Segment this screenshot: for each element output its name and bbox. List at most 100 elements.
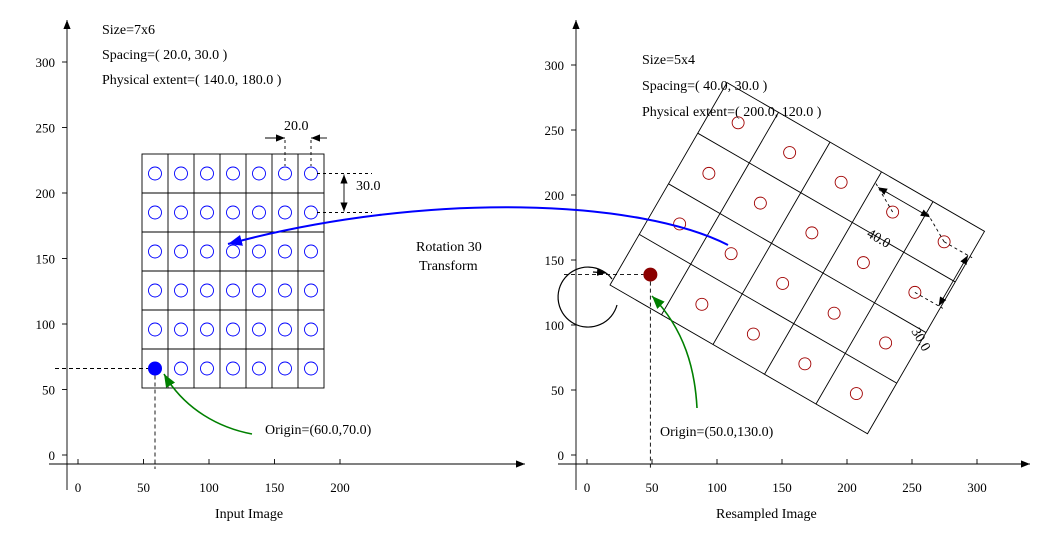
resampled-pixel-center <box>731 116 745 130</box>
resampled-pixel-center <box>849 387 863 401</box>
input-pixel-center <box>226 244 240 259</box>
resampled-pixel-center <box>673 217 687 231</box>
input-pixel-center <box>304 244 318 259</box>
input-dim-y-label: 30.0 <box>356 179 381 194</box>
input-pixel-center <box>304 361 318 376</box>
resampled-pixel-center <box>856 256 870 270</box>
transform-label-line1: Rotation 30 <box>416 240 482 255</box>
input-pixel-center <box>200 166 214 181</box>
input-x-tick-label-3: 150 <box>265 480 285 495</box>
resampled-dim-x-label: 40.0 <box>864 226 893 251</box>
input-pixel-center <box>148 283 162 298</box>
resampled-size-label: Size=5x4 <box>642 53 695 68</box>
input-image-guides <box>55 134 372 469</box>
input-pixel-center <box>304 166 318 181</box>
input-origin-label: Origin=(60.0,70.0) <box>265 423 372 438</box>
resampled-y-tick-label-2: 100 <box>545 318 565 333</box>
resampled-pixel-center <box>783 146 797 159</box>
resampled-dim-x-arrow-1 <box>877 186 905 203</box>
resampled-y-tick-label-3: 150 <box>545 253 565 268</box>
resampled-origin-point <box>643 267 658 282</box>
input-y-tick-label-6: 300 <box>36 55 56 70</box>
input-pixel-center <box>304 283 318 298</box>
input-pixel-center <box>304 322 318 337</box>
resampled-pixel-center <box>695 297 709 311</box>
input-x-tick-label-4: 200 <box>330 480 350 495</box>
input-x-tick-label-1: 50 <box>137 480 150 495</box>
input-pixel-center <box>278 361 292 376</box>
input-pixel-center <box>174 361 188 376</box>
resampled-origin-label: Origin=(50.0,130.0) <box>660 425 774 440</box>
resampled-pixel-center <box>805 226 819 240</box>
resampled-pixel-center <box>879 336 893 350</box>
input-y-tick-label-5: 250 <box>36 121 56 136</box>
input-y-tick-label-3: 150 <box>36 252 56 267</box>
input-pixel-center <box>278 166 292 181</box>
input-image-axes <box>49 20 525 490</box>
resampled-dim-y-label: 30.0 <box>908 326 933 355</box>
resampled-image-axes <box>558 20 1030 490</box>
input-pixel-center <box>174 166 188 181</box>
input-spacing-label: Spacing=( 20.0, 30.0 ) <box>102 48 228 63</box>
input-y-tick-label-2: 100 <box>36 317 56 332</box>
resampled-pixel-center <box>724 247 738 261</box>
resampled-extent-label: Physical extent=( 200.0, 120.0 ) <box>642 105 822 120</box>
input-pixel-center <box>278 205 292 220</box>
input-origin-point <box>148 361 162 376</box>
rotation-direction-arc <box>557 266 618 328</box>
input-pixel-center <box>148 244 162 259</box>
input-pixel-center <box>252 322 266 337</box>
resampled-grid-row-line-2 <box>668 183 927 333</box>
resampled-origin-arrow <box>651 295 698 409</box>
input-pixel-center <box>278 322 292 337</box>
input-pixel-center <box>226 205 240 220</box>
resampled-y-tick-label-0: 0 <box>558 448 565 463</box>
input-pixel-center <box>278 283 292 298</box>
resampled-image-grid <box>609 81 986 435</box>
input-pixel-center <box>252 244 266 259</box>
resampled-image-panel: 0 50 100 150 200 250 300 0 50 100 150 200 250 300 Siz… <box>545 20 1030 522</box>
input-pixel-center <box>252 205 266 220</box>
input-pixel-center <box>174 205 188 220</box>
resampled-dim-y-ext-2 <box>914 291 944 309</box>
input-pixel-center <box>174 283 188 298</box>
input-origin-arrow <box>163 373 253 435</box>
input-x-tick-label-2: 100 <box>199 480 219 495</box>
resampled-dim-x-arrow-2 <box>903 201 930 218</box>
resampled-pixel-center <box>827 306 841 320</box>
resampled-dim-y-ext-1 <box>943 241 973 259</box>
input-pixel-center <box>252 166 266 181</box>
resampled-grid-row-line-3 <box>697 132 956 283</box>
resampled-pixel-center <box>776 277 790 290</box>
transform-arrow <box>227 206 729 246</box>
input-pixel-center <box>252 283 266 298</box>
resampled-image-caption: Resampled Image <box>716 507 817 522</box>
input-extent-label: Physical extent=( 140.0, 180.0 ) <box>102 73 282 88</box>
resampled-y-tick-label-1: 50 <box>551 383 564 398</box>
input-image-grid <box>141 153 325 389</box>
resampled-dim-y-arrow-2 <box>938 280 954 307</box>
input-dim-x-label: 20.0 <box>284 119 309 134</box>
input-pixel-center <box>174 322 188 337</box>
input-pixel-center <box>200 205 214 220</box>
resampled-grid-row-line-1 <box>639 234 897 384</box>
resampled-pixel-center <box>834 175 848 189</box>
resampled-image-guides <box>564 182 973 469</box>
resampled-pixel-center <box>746 327 760 341</box>
input-pixel-center <box>174 244 188 259</box>
resampled-x-tick-label-5: 250 <box>902 480 922 495</box>
resampled-x-tick-label-4: 200 <box>837 480 857 495</box>
resampled-grid-border <box>609 81 986 435</box>
input-image-caption: Input Image <box>215 507 283 522</box>
resampled-pixel-center <box>753 196 767 210</box>
input-pixel-center <box>278 244 292 259</box>
resampled-y-tick-label-5: 250 <box>545 123 565 138</box>
input-pixel-center <box>148 205 162 220</box>
input-pixel-center <box>226 166 240 181</box>
input-x-tick-label-0: 0 <box>75 480 82 495</box>
input-pixel-center <box>304 205 318 220</box>
rotation-transform: Rotation 30 Transform <box>227 206 729 328</box>
input-pixel-center <box>226 361 240 376</box>
